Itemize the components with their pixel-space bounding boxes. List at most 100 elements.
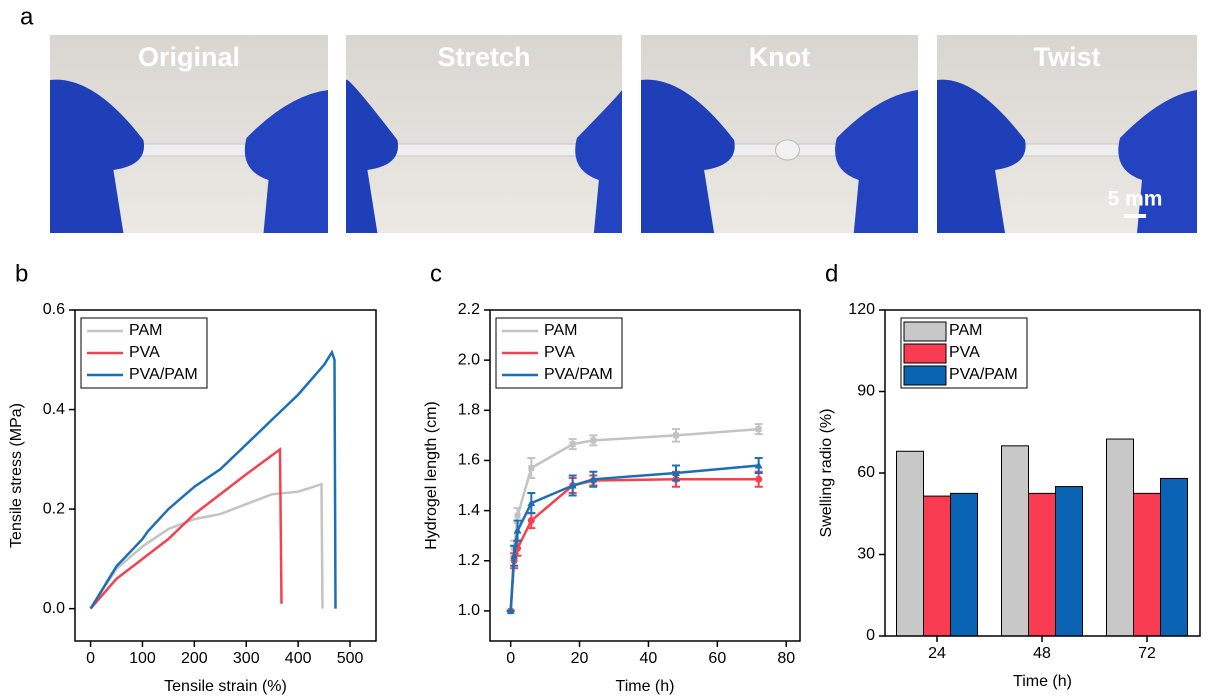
y-tick-label: 2.0 <box>458 351 480 368</box>
y-tick-label: 0.4 <box>43 401 65 418</box>
y-axis-label: Tensile stress (MPa) <box>8 403 25 548</box>
series-line <box>89 482 324 610</box>
x-tick-label: 80 <box>777 650 795 667</box>
glove <box>346 79 399 234</box>
legend-swatch <box>903 365 947 386</box>
marker <box>528 464 535 471</box>
glove <box>835 90 918 233</box>
knot <box>775 139 800 161</box>
y-tick-label: 120 <box>848 301 875 318</box>
x-axis-label: Time (h) <box>1013 673 1072 690</box>
photo-caption: Stretch <box>437 42 530 72</box>
bar <box>1106 438 1134 637</box>
glove <box>641 79 735 234</box>
series-line <box>509 427 759 611</box>
scale-bar <box>1124 214 1146 218</box>
x-tick-label: 300 <box>233 650 260 667</box>
hydrogel-strip <box>395 143 582 157</box>
panel-label: b <box>15 260 28 287</box>
marker <box>568 481 577 489</box>
x-tick-label: 60 <box>708 650 726 667</box>
glove <box>575 90 622 233</box>
legend-label: PAM <box>949 322 982 339</box>
x-tick-label: 0 <box>86 650 95 667</box>
x-tick-label: 100 <box>129 650 156 667</box>
bar <box>950 492 978 637</box>
marker <box>514 512 521 519</box>
legend-swatch <box>903 343 947 364</box>
x-tick-label: 40 <box>640 650 658 667</box>
y-tick-label: 60 <box>857 464 875 481</box>
legend-label: PAM <box>129 322 162 339</box>
legend-swatch <box>903 321 947 342</box>
y-tick-label: 1.0 <box>458 602 480 619</box>
bar <box>923 495 951 637</box>
y-tick-label: 90 <box>857 383 875 400</box>
legend-label: PVA <box>544 344 575 361</box>
panel-label: a <box>20 3 34 30</box>
legend-label: PVA <box>949 344 980 361</box>
legend-label: PVA/PAM <box>949 366 1018 383</box>
y-tick-label: 0 <box>866 627 875 644</box>
marker <box>755 475 763 483</box>
plot-frame <box>74 309 377 642</box>
marker <box>590 437 597 444</box>
marker <box>510 551 519 559</box>
photo-caption: Knot <box>749 42 810 72</box>
marker <box>589 475 598 483</box>
glove <box>1118 90 1197 233</box>
series-line <box>509 464 759 611</box>
photo-row: Original Stretch Knot Twist 5 mm <box>50 35 1197 234</box>
legend-label: PVA <box>129 344 160 361</box>
legend-label: PVA/PAM <box>129 366 198 383</box>
marker <box>506 606 515 614</box>
y-tick-label: 30 <box>857 546 875 563</box>
glove <box>937 79 1026 234</box>
series-line <box>89 349 337 610</box>
y-axis-label: Hydrogel length (cm) <box>423 401 440 550</box>
chart: c 1.0 1.2 1.4 1.6 1.8 2.0 2.2 0 20 40 60 80 Time (h) H… <box>423 260 801 695</box>
marker <box>569 441 576 448</box>
panel-label: d <box>825 260 838 287</box>
photo-caption: Original <box>138 42 240 72</box>
y-tick-label: 0.0 <box>43 600 65 617</box>
panel-label: c <box>430 260 442 287</box>
x-tick-label: 48 <box>1033 645 1051 662</box>
hydrogel-strip <box>1014 143 1133 157</box>
series-line <box>89 446 283 610</box>
chart: b 0.0 0.2 0.4 0.6 0 100 200 300 400 500 Tensile str… <box>8 260 377 695</box>
hydrogel-strip <box>132 143 259 157</box>
bar <box>1028 492 1056 637</box>
legend-label: PAM <box>544 322 577 339</box>
x-tick-label: 500 <box>337 650 364 667</box>
x-tick-label: 20 <box>571 650 589 667</box>
plot-frame <box>489 309 801 642</box>
photo-caption: Twist <box>1034 42 1101 72</box>
x-axis-label: Time (h) <box>616 678 675 695</box>
chart: d 0 30 60 90 120 Time (h) Swelling radio (%) 24 4… <box>818 260 1201 690</box>
bar <box>1055 486 1083 637</box>
marker <box>673 432 679 439</box>
marker <box>754 461 763 469</box>
y-tick-label: 2.2 <box>458 301 480 318</box>
bar <box>1133 492 1161 637</box>
marker <box>513 526 522 534</box>
y-tick-label: 1.6 <box>458 452 480 469</box>
y-tick-label: 0.2 <box>43 500 65 517</box>
x-tick-label: 72 <box>1138 645 1156 662</box>
scale-bar-label: 5 mm <box>1108 188 1163 211</box>
bar <box>1160 477 1188 637</box>
x-tick-label: 0 <box>506 650 515 667</box>
glove <box>50 79 145 234</box>
series-line <box>509 478 759 611</box>
legend-label: PVA/PAM <box>544 366 613 383</box>
marker <box>755 426 762 433</box>
y-tick-label: 0.6 <box>43 301 65 318</box>
y-tick-label: 1.8 <box>458 402 480 419</box>
bar <box>896 450 924 637</box>
marker <box>672 468 680 476</box>
bar <box>1001 445 1029 637</box>
marker <box>527 517 535 525</box>
y-axis-label: Swelling radio (%) <box>818 409 835 538</box>
